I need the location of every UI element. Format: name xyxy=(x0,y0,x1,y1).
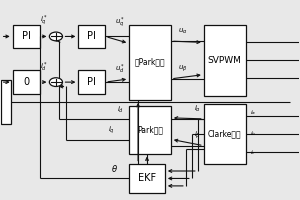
Circle shape xyxy=(50,32,62,41)
Text: $u_d^*$: $u_d^*$ xyxy=(115,63,125,76)
Text: $u_\alpha$: $u_\alpha$ xyxy=(178,27,188,36)
Text: $u_\beta$: $u_\beta$ xyxy=(178,63,188,74)
Text: Park变换: Park变换 xyxy=(137,125,163,134)
Bar xyxy=(129,164,165,193)
Bar xyxy=(204,25,246,96)
Text: $i_d^*$: $i_d^*$ xyxy=(40,61,48,74)
Bar xyxy=(78,25,105,48)
Text: Clarke变换: Clarke变换 xyxy=(208,129,242,138)
Text: EKF: EKF xyxy=(138,173,156,183)
Text: $i_q^*$: $i_q^*$ xyxy=(40,14,48,28)
Text: $i_q$: $i_q$ xyxy=(108,125,115,136)
Bar xyxy=(13,70,40,94)
Bar xyxy=(78,70,105,94)
Text: PI: PI xyxy=(87,31,96,41)
Text: 0: 0 xyxy=(23,77,29,87)
Text: $i_a$: $i_a$ xyxy=(250,108,256,117)
Circle shape xyxy=(50,78,62,86)
Bar xyxy=(204,104,246,164)
Text: $u_q^*$: $u_q^*$ xyxy=(115,16,125,30)
Text: $i_\beta$: $i_\beta$ xyxy=(194,129,201,141)
Text: $\theta$: $\theta$ xyxy=(111,163,118,174)
Text: $i_c$: $i_c$ xyxy=(250,148,256,157)
Bar xyxy=(13,25,40,48)
Text: PI: PI xyxy=(87,77,96,87)
Text: SVPWM: SVPWM xyxy=(208,56,242,65)
Text: $i_\alpha$: $i_\alpha$ xyxy=(194,104,201,114)
Text: PI: PI xyxy=(22,31,31,41)
Text: 反Park变换: 反Park变换 xyxy=(135,58,165,67)
Bar xyxy=(1,80,11,124)
Bar xyxy=(129,106,171,154)
Text: $i_d$: $i_d$ xyxy=(117,105,124,115)
Bar xyxy=(129,25,171,100)
Text: $i_b$: $i_b$ xyxy=(250,129,256,138)
